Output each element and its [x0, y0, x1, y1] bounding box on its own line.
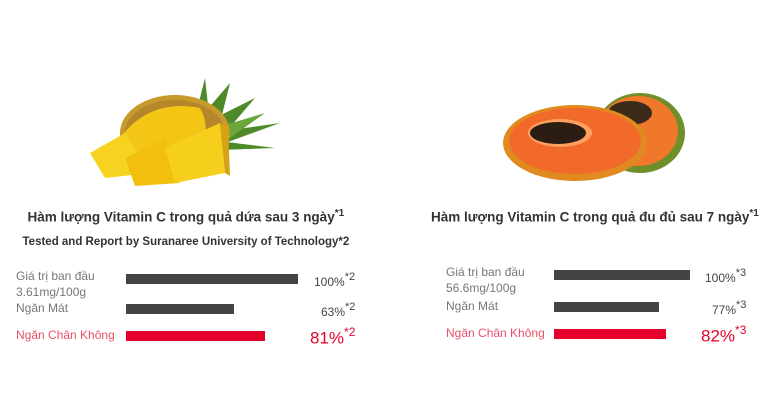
- value-label: 77%*3: [712, 299, 747, 317]
- chart-subtitle: Tested and Report by Suranaree Universit…: [22, 236, 350, 248]
- footnote-marker: *2: [344, 271, 356, 283]
- category-label: Ngăn Chân Không: [16, 328, 115, 342]
- footnote-marker: *1: [749, 208, 759, 219]
- footnote-marker: *2: [344, 325, 356, 339]
- value-label: 63%*2: [321, 301, 356, 319]
- category-label: Ngăn Mát: [16, 301, 69, 315]
- chart-title-text: Hàm lượng Vitamin C trong quả đu đủ sau …: [431, 209, 750, 225]
- bar: [554, 329, 666, 339]
- footnote-marker: *1: [334, 208, 345, 219]
- value-label: 100%*3: [705, 267, 747, 285]
- bar: [126, 331, 266, 341]
- chart-title: Hàm lượng Vitamin C trong quả dứa sau 3 …: [28, 208, 345, 225]
- footnote-marker: *3: [735, 323, 747, 337]
- footnote-marker: *3: [736, 299, 747, 311]
- value-label: 100%*2: [314, 271, 356, 289]
- papaya-image: [503, 93, 685, 181]
- bar: [126, 304, 235, 314]
- category-label: Giá trị ban đầu 3.61mg/100g: [16, 269, 95, 299]
- chart-title-text: Hàm lượng Vitamin C trong quả dứa sau 3 …: [27, 209, 335, 225]
- footnote-marker: *3: [735, 267, 747, 279]
- category-label: Ngăn Mát: [446, 299, 499, 313]
- chart-title: Hàm lượng Vitamin C trong quả đu đủ sau …: [431, 208, 759, 225]
- bar: [554, 270, 690, 280]
- category-label: Ngăn Chân Không: [446, 326, 545, 340]
- pineapple-image: [90, 78, 280, 186]
- bar: [126, 274, 298, 284]
- footnote-marker: *2: [345, 301, 356, 313]
- bar: [554, 302, 659, 312]
- category-label: Giá trị ban đầu 56.6mg/100g: [446, 265, 525, 295]
- value-label: 81%*2: [310, 325, 356, 348]
- value-label: 82%*3: [701, 323, 747, 346]
